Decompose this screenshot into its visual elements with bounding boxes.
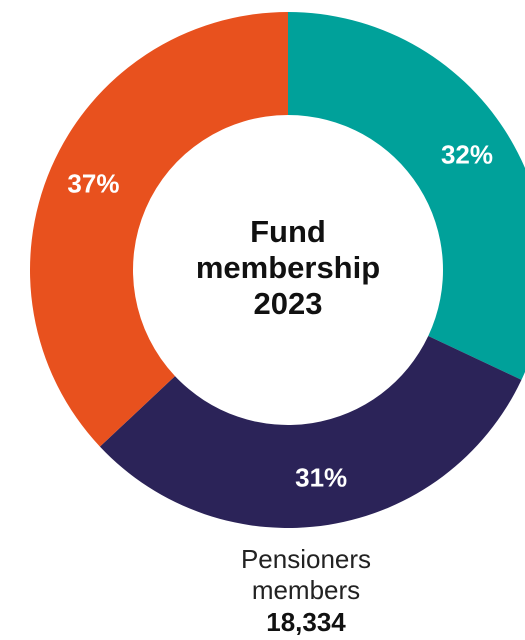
center-title: 2023 <box>254 286 323 321</box>
annotation: Pensioners <box>241 544 371 574</box>
donut-segment <box>99 335 522 528</box>
donut-segment <box>288 12 525 380</box>
center-title: Fund <box>250 214 326 249</box>
donut-segment <box>29 12 288 447</box>
center-title: membership <box>196 250 380 285</box>
annotation: members <box>252 575 360 605</box>
value-label: 31% <box>295 462 347 492</box>
annotation-value: 18,334 <box>266 607 346 637</box>
value-label: 37% <box>67 169 119 199</box>
value-label: 32% <box>441 139 493 169</box>
